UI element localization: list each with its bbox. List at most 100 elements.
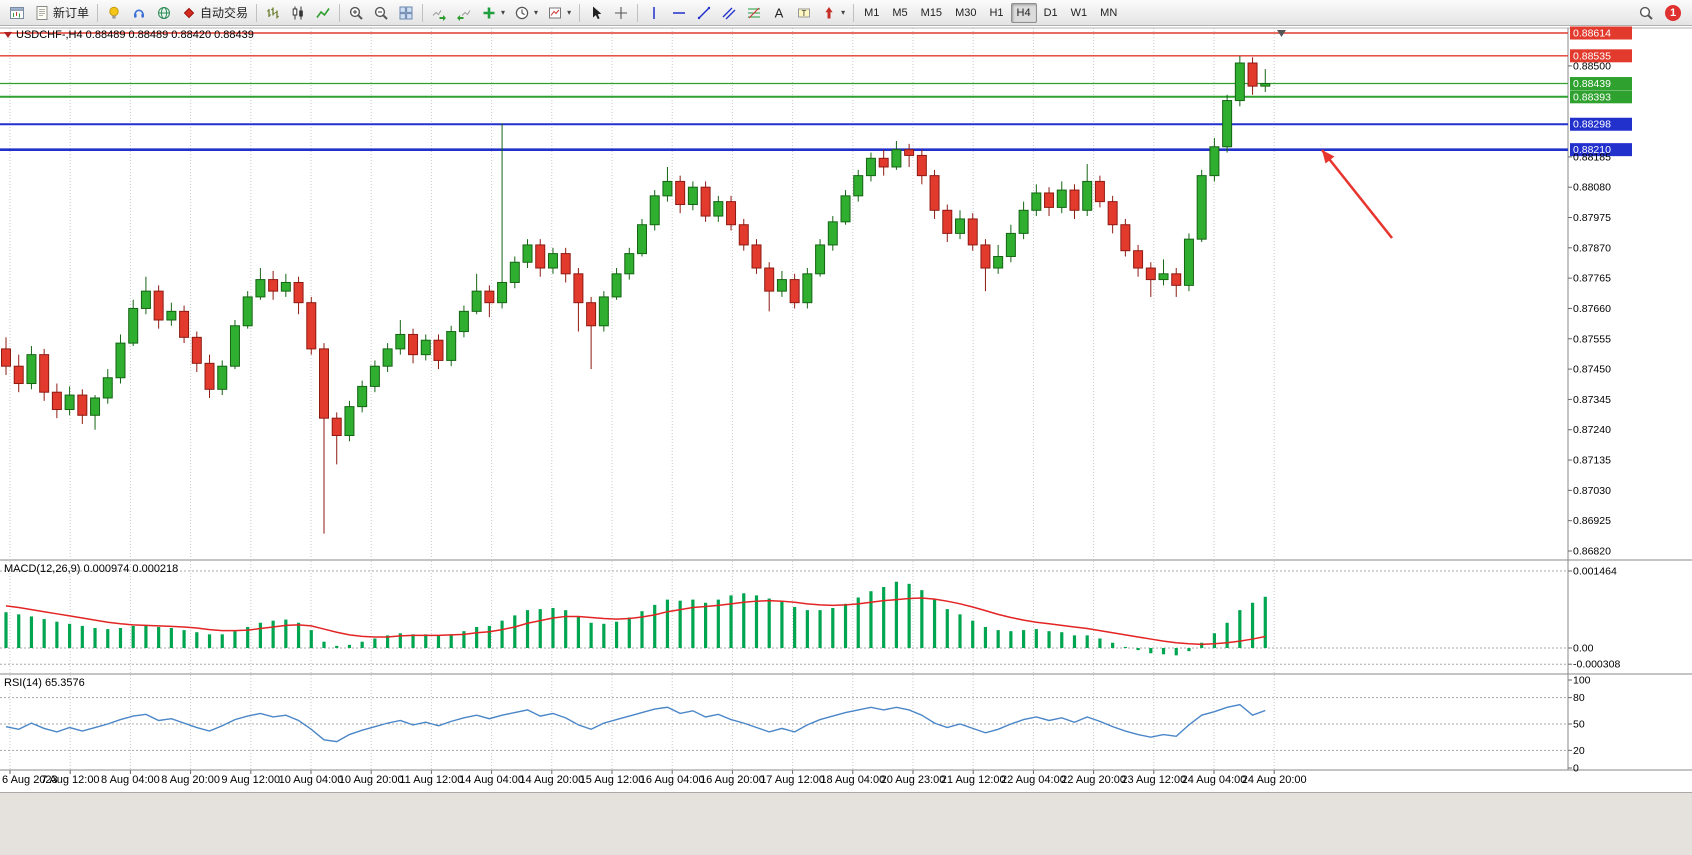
auto-scroll-icon — [432, 9, 447, 21]
tile-windows-icon — [399, 6, 413, 20]
candle-body — [751, 244, 762, 269]
macd-histogram-bar — [1136, 648, 1140, 651]
macd-histogram-bar — [1047, 631, 1051, 648]
horizontal-line-button[interactable] — [667, 1, 691, 25]
candle-body — [904, 149, 915, 156]
timeframe-m1[interactable]: M1 — [864, 6, 880, 19]
macd-histogram-bar — [983, 626, 988, 648]
fibonacci-icon — [748, 7, 761, 18]
candle-body — [1031, 192, 1042, 211]
macd-histogram-bar — [576, 616, 580, 648]
crosshair-button[interactable] — [609, 1, 633, 25]
candle-body — [815, 244, 826, 275]
macd-histogram-bar — [157, 626, 161, 648]
macd-histogram-bar — [729, 595, 733, 648]
candle-body — [726, 201, 737, 226]
fibonacci-button[interactable] — [742, 1, 766, 25]
text-button[interactable]: A — [767, 1, 791, 25]
chart-shift-button[interactable] — [452, 1, 476, 25]
candle-body — [764, 267, 775, 292]
macd-histogram-bar — [68, 623, 72, 648]
toolbar-separator — [97, 3, 99, 22]
dropdown-caret-icon: ▾ — [567, 8, 572, 17]
templates-icon — [549, 7, 562, 18]
channel-button[interactable] — [717, 1, 741, 25]
timeframe-d1[interactable]: D1 — [1043, 6, 1058, 19]
price-axis-label: 0.86820 — [1573, 546, 1611, 558]
timeframe-m15[interactable]: M15 — [920, 6, 943, 19]
vertical-line-button[interactable] — [642, 1, 666, 25]
macd-histogram-bar — [1238, 610, 1242, 648]
timeframe-mn[interactable]: MN — [1100, 6, 1118, 19]
macd-histogram-bar — [1098, 638, 1102, 648]
periods-button[interactable]: ▾ — [510, 1, 542, 25]
trendline-button[interactable] — [692, 1, 716, 25]
price-label-badge-text: 0.88535 — [1573, 50, 1611, 62]
price-axis-label: 0.86925 — [1573, 515, 1611, 527]
mql5-button[interactable] — [152, 1, 176, 25]
autotrading-icon — [183, 7, 195, 18]
candle-body — [955, 218, 965, 234]
candle-body — [179, 310, 190, 338]
time-axis-label: 23 Aug 12:00 — [1121, 774, 1186, 786]
candle-body — [1171, 273, 1182, 286]
candle-body — [624, 253, 635, 275]
community-button[interactable] — [127, 1, 151, 25]
candle-body — [700, 186, 711, 217]
macd-axis-label: -0.000308 — [1573, 659, 1620, 671]
toolbar-separator — [579, 3, 581, 22]
text-label-button[interactable]: T — [792, 1, 816, 25]
candlestick-chart-button[interactable] — [286, 1, 310, 25]
macd-axis-label: 0.00 — [1573, 643, 1594, 655]
candle-body — [115, 342, 126, 379]
candle-body — [1082, 180, 1093, 211]
macd-histogram-bar — [449, 634, 453, 648]
candle-body — [1145, 267, 1156, 281]
price-axis-label: 0.87240 — [1573, 424, 1611, 436]
timeframe-w1[interactable]: W1 — [1070, 6, 1088, 19]
timeframe-h4[interactable]: H4 — [1010, 2, 1037, 23]
zoom-in-button[interactable] — [344, 1, 368, 25]
tile-windows-button[interactable] — [394, 1, 418, 25]
search-button[interactable] — [1634, 1, 1658, 25]
macd-pane — [0, 570, 1572, 665]
new-order-button[interactable]: 新订单 — [30, 1, 93, 25]
macd-histogram-bar — [971, 620, 975, 648]
notification-badge[interactable]: 1 — [1665, 4, 1681, 21]
arrows-button[interactable]: ▾ — [817, 1, 849, 25]
headset-icon — [134, 9, 145, 18]
autotrading-button[interactable]: 自动交易 — [177, 1, 252, 25]
candle-body — [26, 354, 37, 385]
time-axis-label: 20 Aug 23:00 — [881, 774, 946, 786]
price-label-badge-text: 0.88614 — [1573, 28, 1611, 40]
auto-scroll-button[interactable] — [427, 1, 451, 25]
templates-button[interactable]: ▾ — [543, 1, 575, 25]
market-button[interactable] — [102, 1, 126, 25]
price-label-badge — [1570, 90, 1632, 104]
bar-chart-button[interactable] — [261, 1, 285, 25]
macd-histogram-bar — [500, 620, 504, 648]
price-axis-label: 0.88185 — [1573, 151, 1611, 163]
indicators-button[interactable]: ▾ — [477, 1, 509, 25]
macd-histogram-bar — [1034, 629, 1038, 648]
timeframe-m30[interactable]: M30 — [955, 6, 977, 19]
cursor-button[interactable] — [584, 1, 608, 25]
annotation-arrow[interactable] — [1320, 149, 1394, 239]
time-axis-label: 22 Aug 04:00 — [1001, 774, 1066, 786]
macd-histogram-bar — [322, 641, 326, 648]
chart-shift-icon — [457, 9, 471, 21]
candle-body — [306, 302, 317, 350]
macd-histogram-bar — [856, 597, 860, 648]
scroll-to-end-marker[interactable] — [1277, 30, 1286, 37]
macd-histogram-bar — [932, 599, 937, 648]
timeframe-m5[interactable]: M5 — [892, 6, 908, 19]
line-chart-button[interactable] — [311, 1, 335, 25]
macd-histogram-bar — [551, 608, 555, 648]
candle-body — [1222, 100, 1233, 148]
timeframe-h1[interactable]: H1 — [989, 6, 1004, 19]
candle-body — [102, 377, 113, 399]
zoom-out-button[interactable] — [369, 1, 393, 25]
chart-window-button[interactable] — [5, 1, 29, 25]
